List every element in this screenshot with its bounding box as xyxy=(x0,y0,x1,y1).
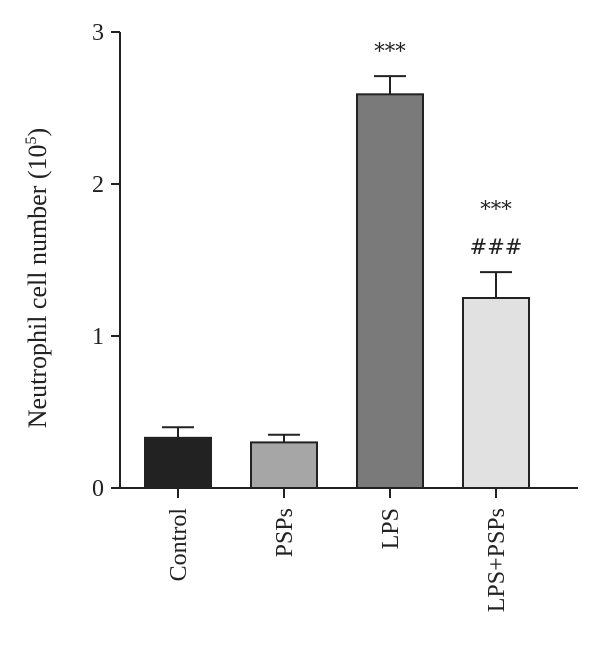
x-tick-label-lps: LPS xyxy=(378,508,404,549)
y-tick-label: 3 xyxy=(92,20,104,46)
axis-labels: 0 1 2 3 Control PSPs LPS LPS+PSPs xyxy=(92,20,510,612)
bar-control xyxy=(144,436,212,489)
bars xyxy=(144,93,530,489)
y-tick-label: 1 xyxy=(92,324,104,350)
y-tick-label: 0 xyxy=(92,476,104,502)
y-axis-title-close: ) xyxy=(23,128,52,137)
significance-mark-lps-psps: ### xyxy=(470,235,523,259)
y-tick-label: 2 xyxy=(92,172,104,198)
bar-psps xyxy=(250,441,318,489)
y-axis-title-main: Neutrophil cell number (10 xyxy=(23,144,52,428)
x-tick-label-psps: PSPs xyxy=(272,508,298,557)
y-axis-title-superscript: 5 xyxy=(23,136,40,144)
significance-annotations: *** *** ### xyxy=(374,39,522,259)
axes xyxy=(111,31,578,498)
significance-mark-lps: *** xyxy=(374,39,406,63)
error-bars xyxy=(162,75,512,443)
x-tick-label-control: Control xyxy=(166,508,192,582)
significance-mark-lps-psps: *** xyxy=(480,197,512,221)
bar-lps xyxy=(356,93,424,489)
x-tick-label-lps-psps: LPS+PSPs xyxy=(484,508,510,612)
y-axis-title: Neutrophil cell number (105) xyxy=(23,128,52,428)
bar-lps-psps xyxy=(462,297,530,489)
